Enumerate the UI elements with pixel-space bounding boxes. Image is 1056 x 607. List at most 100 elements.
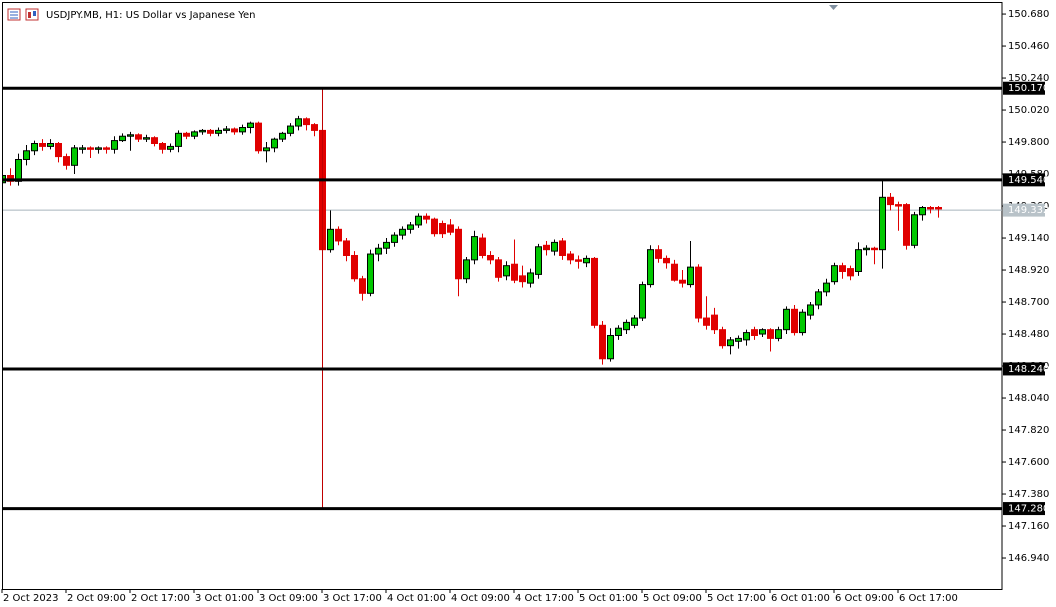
candle-body	[335, 228, 342, 242]
candle-body	[79, 147, 86, 150]
candle-body	[495, 259, 502, 278]
candle-body	[415, 215, 422, 226]
candle-body	[263, 147, 270, 152]
y-tick-label: 149.800	[1008, 137, 1049, 148]
x-tick-label: 2 Oct 17:00	[131, 593, 190, 604]
candle-body	[615, 327, 622, 336]
candle-body	[183, 132, 190, 137]
candle-body	[663, 257, 670, 264]
y-tick-label: 148.480	[1008, 329, 1049, 340]
x-tick-label: 6 Oct 09:00	[835, 593, 894, 604]
level-label-box	[1003, 502, 1045, 516]
candle-body	[911, 214, 918, 246]
candle-body	[391, 234, 398, 243]
candle-body	[487, 254, 494, 261]
candle-body	[599, 324, 606, 360]
candle-body	[15, 158, 22, 182]
y-tick-label: 150.020	[1008, 105, 1049, 116]
candle-body	[175, 132, 182, 147]
candle-body	[23, 150, 30, 160]
candle-body	[775, 329, 782, 339]
level-label: 149.540	[1008, 175, 1049, 186]
candle-body	[687, 266, 694, 286]
candle-body	[167, 145, 174, 150]
candle-body	[839, 265, 846, 272]
candle-body	[287, 125, 294, 134]
candle-body	[735, 337, 742, 342]
y-tick-label: 148.040	[1008, 393, 1049, 404]
x-tick-label: 4 Oct 01:00	[387, 593, 446, 604]
level-label-box	[1003, 81, 1045, 95]
candle-body	[55, 143, 62, 158]
candle-body	[127, 134, 134, 137]
candle-body	[871, 247, 878, 251]
candle-body	[511, 263, 518, 281]
level-label-box	[1003, 362, 1045, 376]
candle-body	[223, 128, 230, 131]
candle-body	[703, 317, 710, 326]
candle-body	[759, 329, 766, 335]
candle-body	[935, 206, 942, 210]
candle-body	[679, 279, 686, 284]
y-tick-label: 148.700	[1008, 297, 1049, 308]
candle-body	[135, 134, 142, 140]
y-tick-label: 150.680	[1008, 9, 1049, 20]
candle-body	[231, 128, 238, 133]
candle-body	[815, 291, 822, 306]
y-tick-label: 147.820	[1008, 425, 1049, 436]
candle-body	[591, 257, 598, 326]
candle-body	[575, 259, 582, 262]
candle-body	[399, 228, 406, 236]
candle-body	[103, 147, 110, 150]
candle-body	[431, 218, 438, 235]
x-tick-label: 2 Oct 09:00	[67, 593, 126, 604]
candle-body	[367, 253, 374, 294]
candle-body	[343, 240, 350, 256]
candle-body	[71, 147, 78, 166]
x-tick-label: 6 Oct 01:00	[771, 593, 830, 604]
y-tick-label: 150.460	[1008, 41, 1049, 52]
candle-body	[879, 196, 886, 251]
candle-body	[823, 282, 830, 293]
y-tick-label: 147.160	[1008, 521, 1049, 532]
candle-body	[31, 143, 38, 152]
candle-body	[327, 228, 334, 251]
candle-body	[583, 257, 590, 264]
x-tick-label: 4 Oct 17:00	[515, 593, 574, 604]
candle-body	[215, 129, 222, 134]
candle-body	[927, 206, 934, 210]
chart-title: USDJPY.MB, H1: US Dollar vs Japanese Yen	[46, 10, 255, 21]
candle-body	[47, 143, 54, 147]
level-label: 147.280	[1008, 504, 1049, 515]
candle-body	[543, 244, 550, 251]
x-tick-label: 5 Oct 09:00	[643, 593, 702, 604]
plot-frame	[2, 2, 1003, 590]
x-tick-label: 4 Oct 09:00	[451, 593, 510, 604]
candle-body	[423, 215, 430, 220]
candle-body	[535, 246, 542, 275]
candle-body	[655, 249, 662, 259]
y-tick-label: 148.920	[1008, 265, 1049, 276]
candle-body	[295, 118, 302, 127]
candle-body	[191, 131, 198, 137]
y-tick-label: 149.140	[1008, 233, 1049, 244]
candle-body	[271, 138, 278, 149]
candle-body	[151, 137, 158, 145]
candle-body	[567, 253, 574, 261]
candle-body	[279, 132, 286, 140]
level-label: 148.240	[1008, 364, 1049, 375]
candle-body	[375, 247, 382, 255]
candle-body	[407, 224, 414, 230]
candle-body	[159, 143, 166, 150]
icon	[33, 11, 36, 16]
y-tick-label: 146.940	[1008, 553, 1049, 564]
candle-body	[519, 275, 526, 283]
x-tick-label: 3 Oct 09:00	[259, 593, 318, 604]
candle-body	[119, 135, 126, 142]
candle-body	[751, 329, 758, 336]
x-tick-label: 3 Oct 01:00	[195, 593, 254, 604]
candle-body	[311, 124, 318, 131]
candle-body	[783, 308, 790, 331]
y-tick-label: 150.240	[1008, 73, 1049, 84]
